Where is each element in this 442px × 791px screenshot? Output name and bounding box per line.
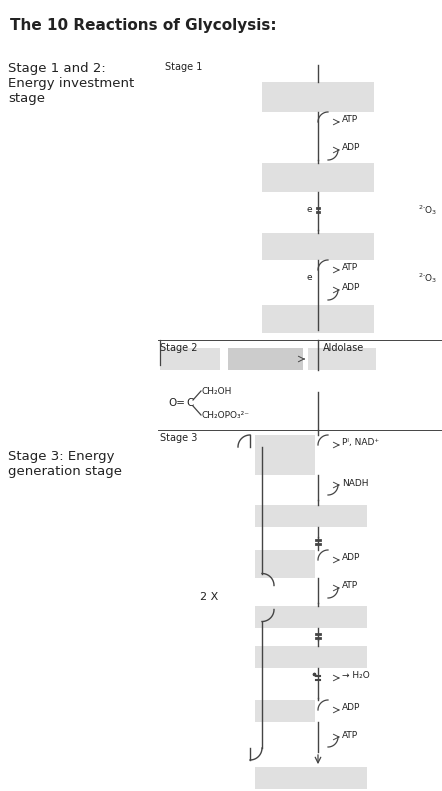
Text: NADH: NADH — [342, 479, 369, 487]
Text: Stage 1 and 2:
Energy investment
stage: Stage 1 and 2: Energy investment stage — [8, 62, 134, 105]
Text: Stage 3: Stage 3 — [160, 433, 198, 443]
Text: e: e — [306, 274, 312, 282]
Text: ADP: ADP — [342, 554, 360, 562]
Bar — [255, 646, 367, 668]
Bar — [160, 348, 220, 370]
Bar — [308, 348, 376, 370]
Bar — [255, 505, 367, 527]
Text: Stage 2: Stage 2 — [160, 343, 198, 353]
Bar — [255, 606, 367, 628]
Bar — [228, 348, 303, 370]
Bar — [255, 550, 315, 578]
Bar — [255, 700, 315, 722]
Text: ATP: ATP — [342, 263, 358, 273]
Bar — [262, 163, 374, 192]
Text: C: C — [186, 398, 194, 408]
Text: → H₂O: → H₂O — [342, 672, 370, 680]
Text: The 10 Reactions of Glycolysis:: The 10 Reactions of Glycolysis: — [10, 18, 277, 33]
Text: CH₂OH: CH₂OH — [202, 387, 232, 396]
Text: ATP: ATP — [342, 581, 358, 591]
Text: ATP: ATP — [342, 731, 358, 740]
Text: ADP: ADP — [342, 143, 360, 153]
Text: ADP: ADP — [342, 283, 360, 293]
Text: O=: O= — [168, 398, 185, 408]
Bar — [255, 435, 315, 475]
Bar — [262, 82, 374, 112]
Text: e: e — [306, 206, 312, 214]
Text: Pᴵ, NAD⁺: Pᴵ, NAD⁺ — [342, 438, 379, 448]
Text: CH₂OPO₃²⁻: CH₂OPO₃²⁻ — [202, 411, 250, 419]
Bar — [255, 767, 367, 789]
Text: Aldolase: Aldolase — [323, 343, 364, 353]
Text: Stage 1: Stage 1 — [165, 62, 202, 72]
Text: $^{2\text{-}}$O$_3$: $^{2\text{-}}$O$_3$ — [418, 203, 437, 217]
Text: 2 X: 2 X — [200, 592, 218, 603]
Text: Stage 3: Energy
generation stage: Stage 3: Energy generation stage — [8, 450, 122, 478]
Text: $^{2\text{-}}$O$_3$: $^{2\text{-}}$O$_3$ — [418, 271, 437, 285]
Bar — [262, 233, 374, 260]
Text: ATP: ATP — [342, 115, 358, 124]
Bar — [262, 305, 374, 333]
Text: ADP: ADP — [342, 703, 360, 713]
